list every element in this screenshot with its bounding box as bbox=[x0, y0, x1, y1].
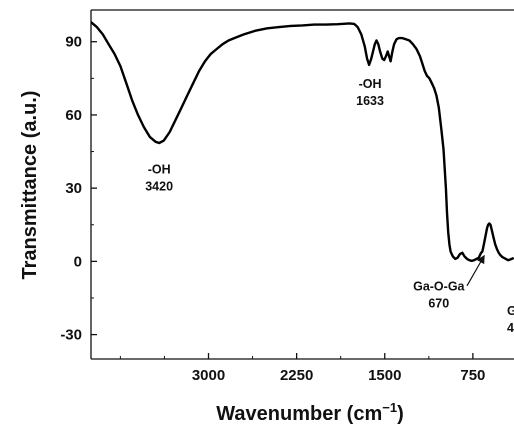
x-axis-title-close: ) bbox=[397, 403, 404, 425]
x-axis-title-superscript: −1 bbox=[382, 400, 397, 415]
y-tick-label: 0 bbox=[74, 253, 82, 270]
peak-annotation: -OH 3420 bbox=[145, 163, 173, 194]
y-tick-label: 60 bbox=[65, 107, 82, 124]
annotation-text: 3420 bbox=[145, 180, 173, 194]
x-tick-label: 1500 bbox=[368, 367, 401, 384]
annotation-text: 450 bbox=[507, 321, 514, 335]
annotations-layer: -OH 3420 -OH 1633 Ga-O-Ga 670 Ga-O-Ga 450 bbox=[145, 77, 514, 335]
x-axis-title-main: Wavenumber (cm bbox=[216, 403, 382, 425]
ticks-layer: 3000 2250 1500 750 -30 0 30 60 90 bbox=[60, 34, 485, 384]
x-axis-title: Wavenumber (cm−1) bbox=[216, 400, 403, 425]
annotation-arrow bbox=[466, 254, 485, 287]
peak-annotation: Ga-O-Ga 450 bbox=[507, 304, 514, 335]
peak-annotation: Ga-O-Ga 670 bbox=[413, 254, 485, 311]
x-tick-label: 750 bbox=[460, 367, 485, 384]
peak-annotation: -OH 1633 bbox=[356, 77, 384, 108]
spectrum-line bbox=[91, 21, 514, 263]
annotation-text: Ga-O-Ga bbox=[413, 280, 465, 294]
x-tick-label: 2250 bbox=[280, 367, 313, 384]
x-tick-label: 3000 bbox=[192, 367, 225, 384]
annotation-text: 1633 bbox=[356, 94, 384, 108]
y-tick-label: -30 bbox=[60, 327, 82, 344]
series-layer bbox=[91, 21, 514, 263]
y-tick-label: 30 bbox=[65, 180, 82, 197]
annotation-text: -OH bbox=[359, 77, 382, 91]
y-axis-title: Transmittance (a.u.) bbox=[19, 91, 41, 280]
y-tick-label: 90 bbox=[65, 34, 82, 51]
annotation-text: -OH bbox=[148, 163, 171, 177]
annotation-text: Ga-O-Ga bbox=[507, 304, 514, 318]
annotation-text: 670 bbox=[428, 297, 449, 311]
